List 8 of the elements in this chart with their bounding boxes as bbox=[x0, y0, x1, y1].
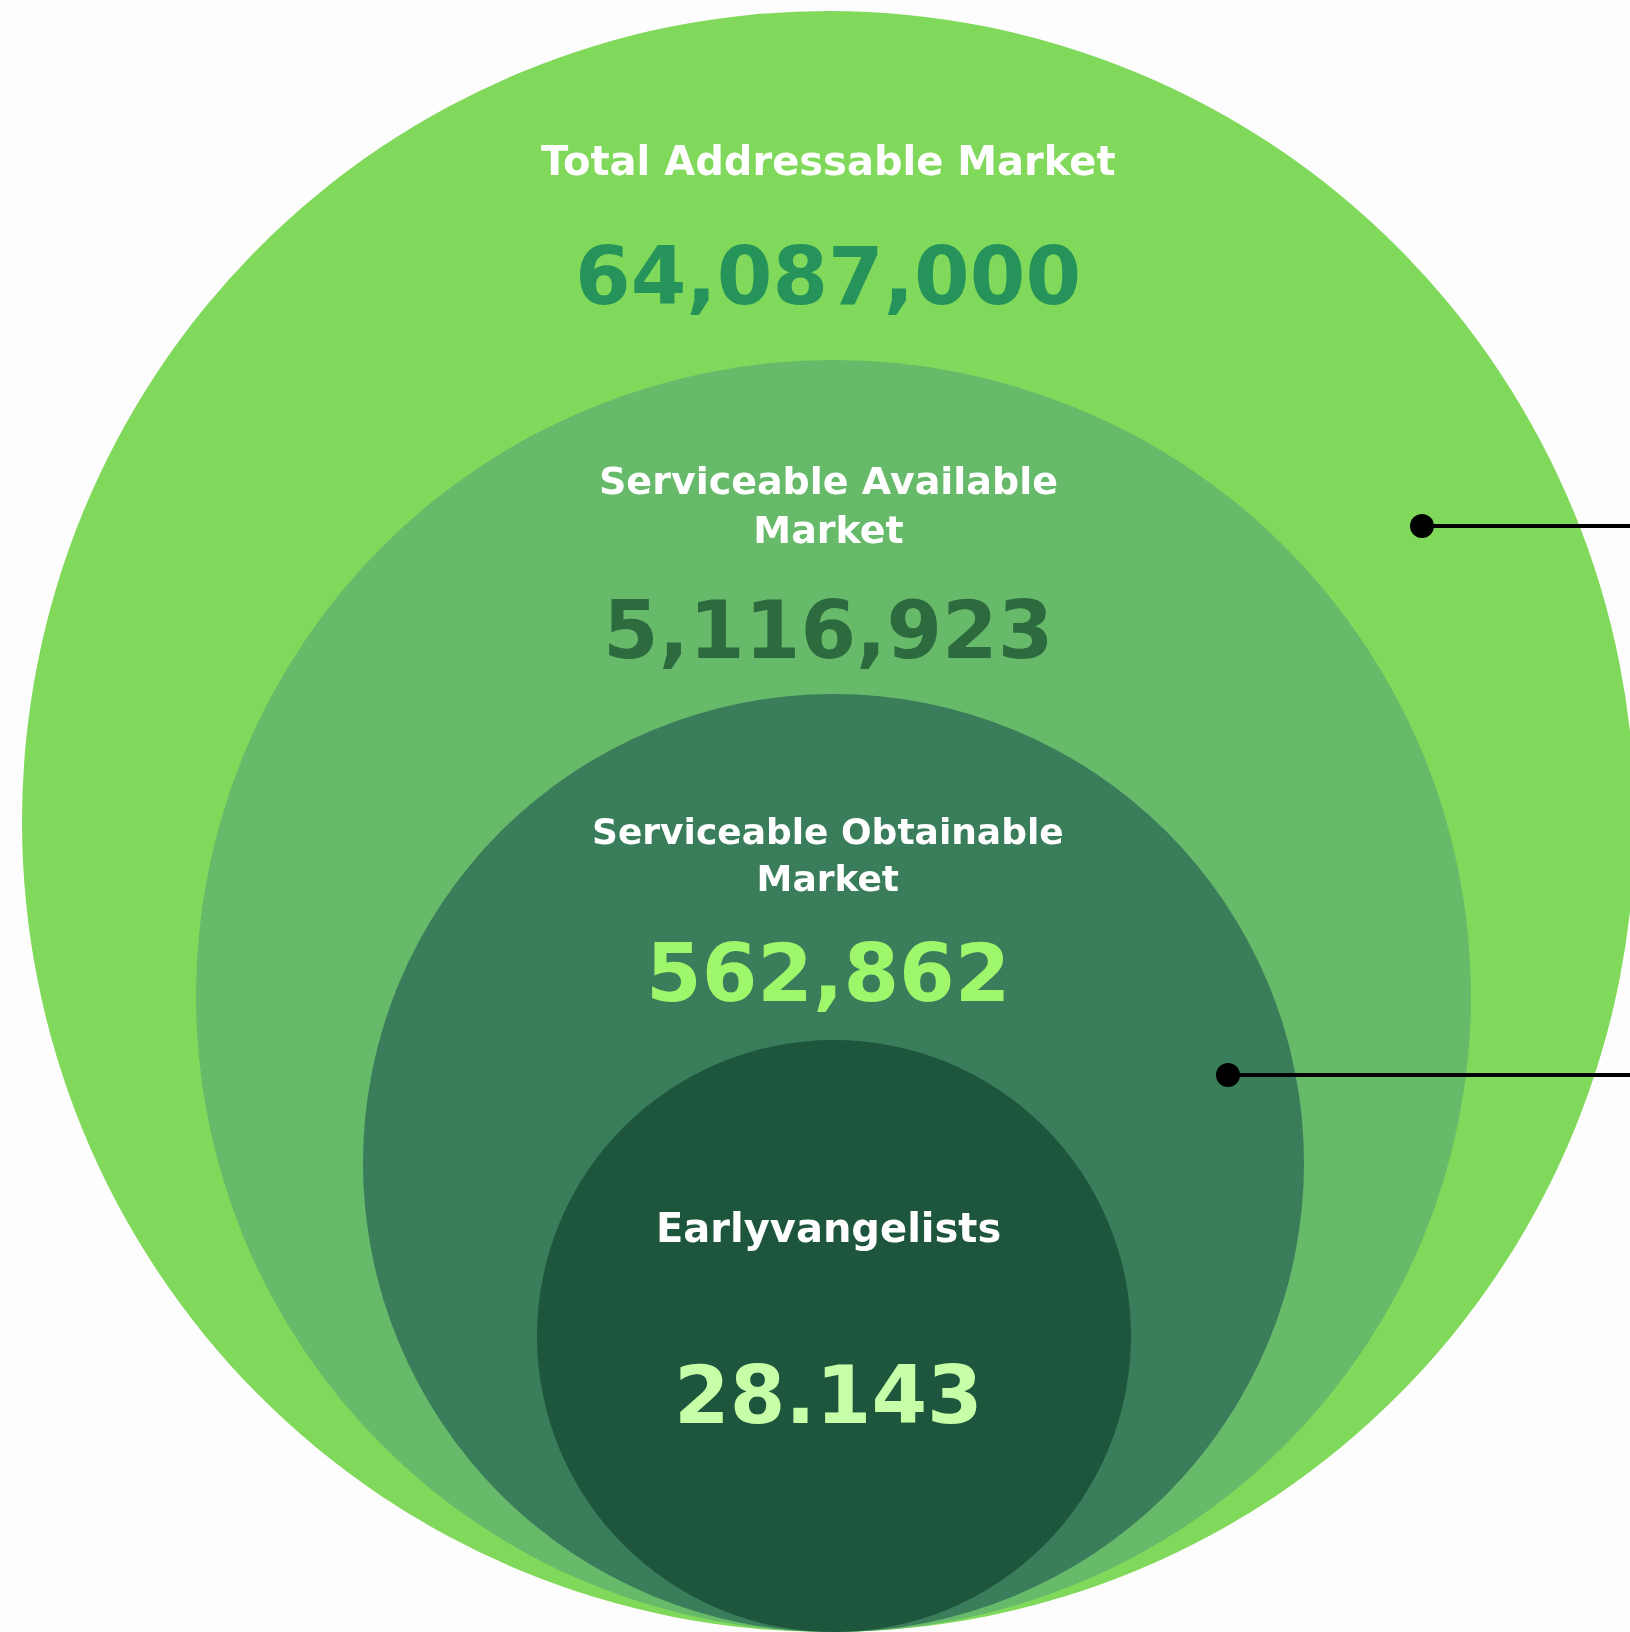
data-label: 28.143 bbox=[674, 1349, 983, 1442]
data-label: 562,862 bbox=[646, 927, 1011, 1020]
data-label: 64,087,000 bbox=[575, 230, 1082, 323]
category-label: Serviceable Obtainable Market bbox=[592, 811, 1064, 899]
data-label: 5,116,923 bbox=[603, 584, 1054, 677]
category-label: Total Addressable Market bbox=[541, 138, 1116, 184]
category-label: Earlyvangelists bbox=[656, 1205, 1002, 1251]
category-label: Serviceable Available Market bbox=[599, 459, 1059, 553]
